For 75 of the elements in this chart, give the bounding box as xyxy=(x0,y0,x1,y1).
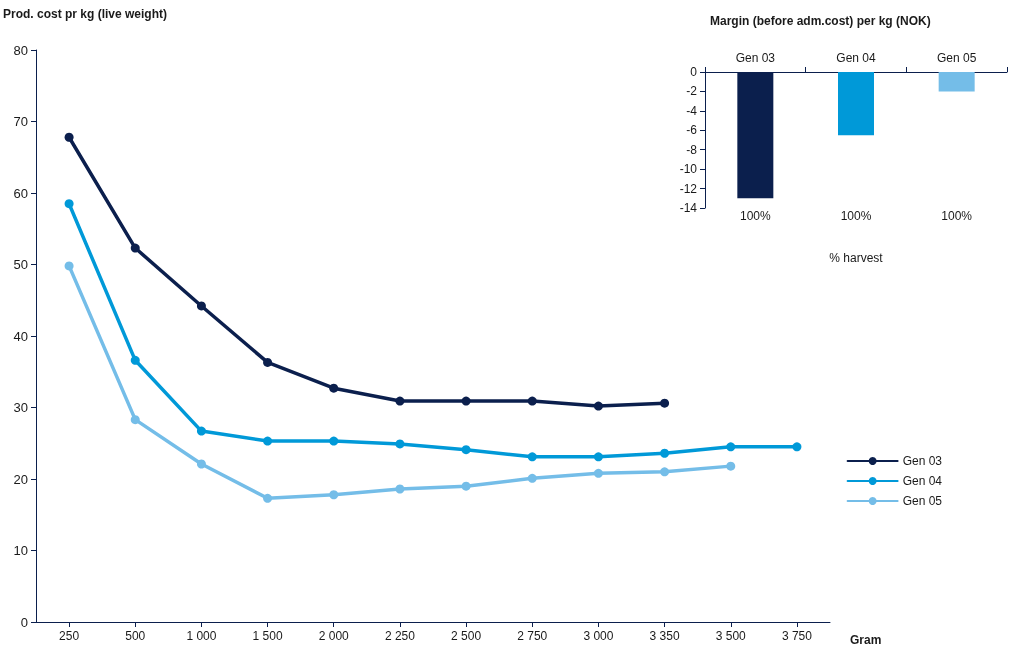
point xyxy=(461,396,471,406)
y-tick-label: -4 xyxy=(686,103,698,118)
x-axis-title: Gram xyxy=(850,633,882,647)
point xyxy=(196,301,206,311)
y-tick-label: 20 xyxy=(13,471,28,487)
point xyxy=(64,132,74,142)
y-tick-label: -12 xyxy=(679,181,698,196)
x-tick-label: 3 350 xyxy=(649,629,680,643)
x-tick-label: 3 000 xyxy=(583,629,614,643)
point xyxy=(395,439,405,449)
y-tick-label: -8 xyxy=(686,142,698,157)
point xyxy=(263,493,273,503)
y-tick-label: -6 xyxy=(686,123,698,138)
y-tick-label: 0 xyxy=(690,65,698,79)
point xyxy=(329,436,339,446)
point xyxy=(527,473,537,483)
point xyxy=(130,355,140,365)
x-tick-label: Gen 05 xyxy=(936,51,977,65)
x-tick-label: 1 000 xyxy=(186,629,217,643)
x-tick-label: 1 500 xyxy=(252,629,283,643)
legend-label: Gen 05 xyxy=(902,494,943,508)
x-tick-label: 2 250 xyxy=(384,629,416,643)
x-tick-label: Gen 04 xyxy=(836,51,876,65)
point xyxy=(395,484,405,494)
y-tick-label: 40 xyxy=(13,328,28,344)
point xyxy=(130,243,140,253)
point xyxy=(527,452,537,462)
point xyxy=(726,461,736,471)
point xyxy=(263,436,273,446)
point xyxy=(660,467,670,477)
y-tick-label: 50 xyxy=(13,257,28,272)
annotation: % harvest xyxy=(829,251,884,265)
point xyxy=(64,261,74,271)
point xyxy=(660,398,670,408)
point xyxy=(593,401,603,411)
point xyxy=(593,468,603,478)
annotation: 100% xyxy=(739,209,771,223)
y-tick-label: 0 xyxy=(20,614,28,630)
y-tick-label: -14 xyxy=(679,201,698,215)
y-axis-title: Prod. cost pr kg (live weight) xyxy=(3,7,168,21)
y-tick-label: -2 xyxy=(686,84,698,99)
point xyxy=(64,199,74,209)
y-tick-label: 60 xyxy=(13,185,28,201)
legend-label: Gen 03 xyxy=(902,454,943,468)
point xyxy=(196,426,206,436)
point xyxy=(196,459,206,469)
y-tick-label: 10 xyxy=(13,543,28,558)
point xyxy=(660,448,670,458)
x-tick-label: 2 500 xyxy=(451,629,482,643)
y-tick-label: -10 xyxy=(679,162,698,177)
point xyxy=(329,383,339,393)
point xyxy=(461,481,471,491)
y-tick-label: 30 xyxy=(13,400,28,415)
x-tick-label: 3 750 xyxy=(781,629,813,643)
point xyxy=(395,396,405,406)
point xyxy=(593,452,603,462)
y-tick-label: 80 xyxy=(13,42,28,58)
point xyxy=(263,357,273,367)
x-tick-label: 250 xyxy=(59,629,80,643)
x-tick-label: 2 000 xyxy=(318,629,350,643)
point xyxy=(527,396,537,406)
y-tick-label: 70 xyxy=(13,114,28,129)
x-tick-label: 500 xyxy=(125,629,146,643)
point xyxy=(130,415,140,425)
x-tick-label: 2 750 xyxy=(517,629,548,643)
point xyxy=(461,445,471,455)
x-tick-label: 3 500 xyxy=(715,629,747,643)
text: 100% xyxy=(941,209,973,223)
point xyxy=(329,490,339,500)
chart-title: Margin (before adm.cost) per kg (NOK) xyxy=(710,14,931,28)
legend-label: Gen 04 xyxy=(902,474,943,488)
point xyxy=(726,442,736,452)
x-tick-label: Gen 03 xyxy=(735,51,776,65)
point xyxy=(792,442,802,452)
text: 100% xyxy=(840,209,872,223)
